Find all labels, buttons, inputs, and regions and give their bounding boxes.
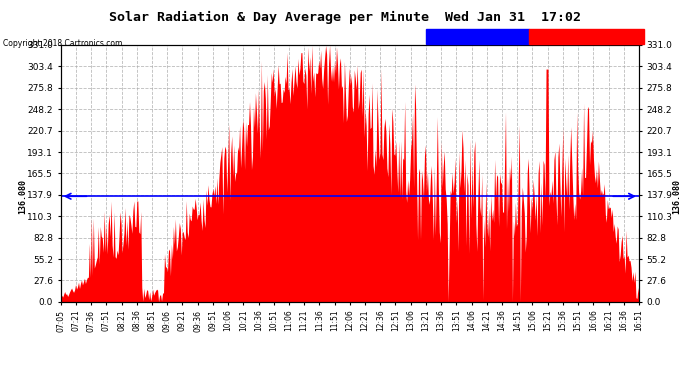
Text: Median (w/m2): Median (w/m2) [445,32,510,41]
Text: 136.080: 136.080 [18,179,28,214]
Text: Copyright 2018 Cartronics.com: Copyright 2018 Cartronics.com [3,39,123,48]
Text: 136.080: 136.080 [672,179,682,214]
Text: Radiation (w/m2): Radiation (w/m2) [546,32,626,41]
Text: Solar Radiation & Day Average per Minute  Wed Jan 31  17:02: Solar Radiation & Day Average per Minute… [109,11,581,24]
